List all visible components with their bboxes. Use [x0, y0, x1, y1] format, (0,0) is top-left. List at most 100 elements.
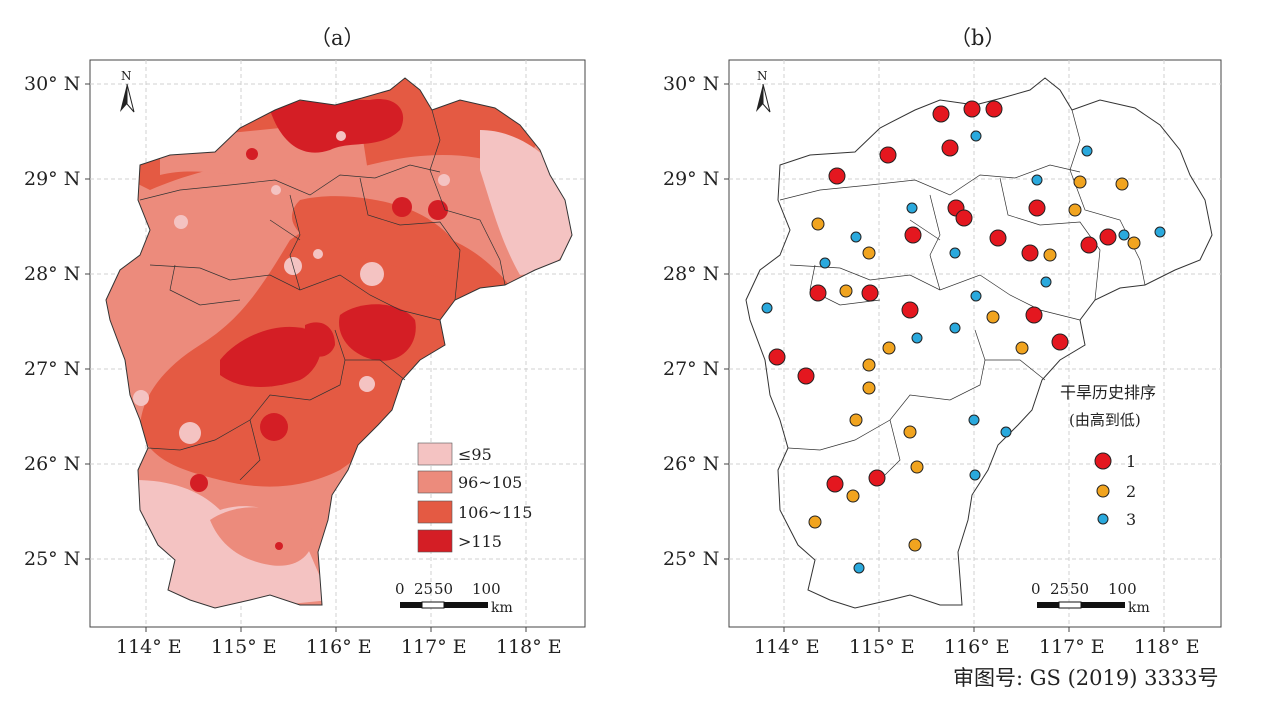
legend-swatch [417, 442, 453, 466]
legend-label: ≤95 [458, 445, 492, 464]
station-rank3 [761, 302, 773, 314]
panel-a-scale-bar: 0 25 50 100 km [395, 580, 513, 616]
station-rank1 [1080, 236, 1098, 254]
station-rank3 [906, 202, 918, 214]
panel-b-title: （b） [950, 26, 1006, 50]
station-rank1 [768, 348, 786, 366]
station-rank3 [853, 562, 865, 574]
lat-label: 27° N [24, 358, 81, 380]
legend-subtitle: (由高到低) [1069, 411, 1141, 429]
scale-unit-label: km [1128, 600, 1150, 616]
panel-b-rank2-stations [808, 175, 1141, 552]
station-rank3 [1000, 426, 1012, 438]
station-rank1 [826, 475, 844, 493]
station-rank2 [1068, 203, 1082, 217]
station-rank1 [989, 229, 1007, 247]
lon-label: 115° E [849, 636, 915, 658]
legend-symbol [1096, 484, 1110, 498]
scale-tick-label: 100 [472, 580, 501, 598]
station-rank2 [808, 515, 822, 529]
station-rank1 [941, 139, 959, 157]
station-rank1 [955, 209, 973, 227]
station-rank1 [1028, 199, 1046, 217]
panel-a-title: （a） [310, 26, 365, 50]
panel-b-scale-bar: 0 25 50 100 km [1031, 580, 1150, 616]
legend-swatch [417, 500, 453, 524]
lon-label: 115° E [211, 636, 277, 658]
legend-label: 96~105 [458, 473, 522, 492]
legend-symbol [1097, 513, 1109, 525]
north-arrow-icon [120, 83, 135, 113]
legend-label: 106~115 [458, 503, 532, 522]
station-rank1 [879, 146, 897, 164]
lon-label: 118° E [1134, 636, 1200, 658]
station-rank2 [1043, 248, 1057, 262]
station-rank3 [970, 130, 982, 142]
scale-tick-label: 25 [414, 580, 433, 598]
station-rank3 [949, 322, 961, 334]
station-rank1 [809, 284, 827, 302]
station-rank3 [968, 414, 980, 426]
legend-symbol [1094, 452, 1112, 470]
station-rank3 [1081, 145, 1093, 157]
station-rank3 [969, 469, 981, 481]
station-rank1 [1099, 228, 1117, 246]
lat-label: 29° N [24, 168, 81, 190]
scale-tick-label: 50 [434, 580, 453, 598]
station-rank3 [949, 247, 961, 259]
station-rank2 [1073, 175, 1087, 189]
station-rank1 [901, 301, 919, 319]
legend-swatch [417, 529, 453, 553]
station-rank1 [985, 100, 1003, 118]
station-rank2 [986, 310, 1000, 324]
legend-label: 3 [1126, 510, 1136, 529]
station-rank2 [1115, 177, 1129, 191]
panel-a-prefecture-boundaries [139, 109, 506, 481]
panel-b-rank3-stations [761, 130, 1166, 574]
scale-tick-label: 100 [1108, 580, 1137, 598]
lon-label: 114° E [116, 636, 182, 658]
station-rank1 [861, 284, 879, 302]
station-rank2 [910, 460, 924, 474]
lat-label: 29° N [663, 168, 720, 190]
lat-label: 25° N [24, 548, 81, 570]
station-rank2 [1015, 341, 1029, 355]
station-rank1 [1021, 244, 1039, 262]
lat-label: 28° N [24, 263, 81, 285]
lon-label: 117° E [1039, 636, 1105, 658]
lat-label: 28° N [663, 263, 720, 285]
scale-tick-label: 50 [1070, 580, 1089, 598]
lat-label: 27° N [663, 358, 720, 380]
station-rank2 [849, 413, 863, 427]
station-rank1 [828, 167, 846, 185]
panel-b-grid [729, 60, 1221, 627]
lat-label: 26° N [663, 453, 720, 475]
scale-unit-label: km [491, 600, 513, 616]
station-rank1 [868, 469, 886, 487]
station-rank1 [932, 105, 950, 123]
station-rank3 [911, 332, 923, 344]
map-approval-number: 审图号: GS (2019) 3333号 [953, 666, 1219, 690]
station-rank3 [1031, 174, 1043, 186]
station-rank3 [1040, 276, 1052, 288]
lon-label: 114° E [754, 636, 820, 658]
station-rank3 [819, 257, 831, 269]
panel-a-legend: ≤95 96~105 106~115 >115 [417, 442, 532, 553]
station-rank1 [1051, 333, 1069, 351]
station-rank1 [963, 100, 981, 118]
station-rank1 [797, 367, 815, 385]
lat-label: 30° N [663, 73, 720, 95]
legend-label: 1 [1126, 452, 1136, 471]
panel-b-rank1-stations [768, 100, 1117, 493]
station-rank2 [882, 341, 896, 355]
lon-label: 116° E [944, 636, 1010, 658]
legend-label: >115 [458, 532, 502, 551]
station-rank2 [862, 381, 876, 395]
north-label: N [121, 69, 132, 83]
lat-label: 26° N [24, 453, 81, 475]
lat-label: 25° N [663, 548, 720, 570]
station-rank2 [846, 489, 860, 503]
scale-tick-label: 0 [1031, 580, 1041, 598]
station-rank3 [1154, 226, 1166, 238]
